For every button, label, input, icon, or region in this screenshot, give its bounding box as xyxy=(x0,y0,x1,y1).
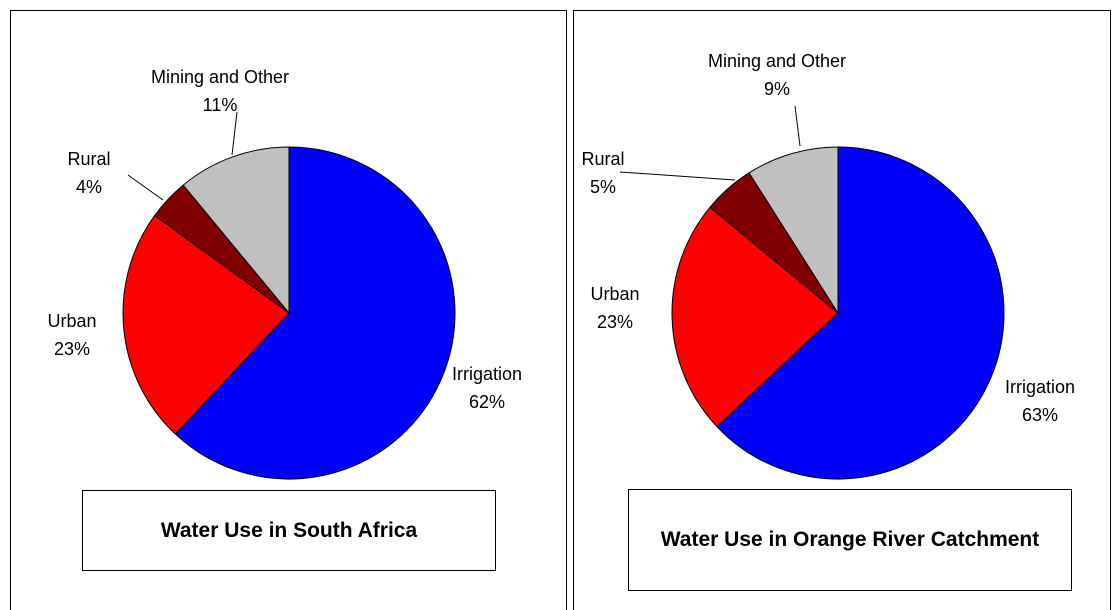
slice-label: Rural xyxy=(67,149,110,169)
chart-title: Water Use in South Africa xyxy=(82,490,496,571)
slice-value-label: 11% xyxy=(203,95,238,115)
leader-line xyxy=(127,174,164,201)
leader-line xyxy=(231,111,238,156)
pie-slice xyxy=(174,146,456,480)
slice-label: Mining and Other xyxy=(151,67,289,87)
leader-line xyxy=(794,105,801,147)
slice-label: Irrigation xyxy=(452,364,522,384)
slice-label: Mining and Other xyxy=(708,51,846,71)
pie-slice xyxy=(182,146,290,315)
slice-label: Rural xyxy=(581,149,624,169)
panel-border xyxy=(10,10,567,610)
slice-value-label: 63% xyxy=(1022,405,1058,425)
slice-label: Irrigation xyxy=(1005,377,1075,397)
pie-slice xyxy=(671,206,839,428)
leader-line xyxy=(619,171,736,181)
panel-border xyxy=(573,10,1111,610)
slice-value-label: 4% xyxy=(76,177,102,197)
pie-slice xyxy=(748,146,839,315)
slice-value-label: 23% xyxy=(597,312,633,332)
slice-value-label: 5% xyxy=(590,177,616,197)
pie-slice xyxy=(122,214,290,435)
slice-value-label: 9% xyxy=(764,79,790,99)
pie-slice xyxy=(716,146,1005,480)
slice-label: Urban xyxy=(47,311,96,331)
slice-label: Urban xyxy=(590,284,639,304)
slice-value-label: 62% xyxy=(469,392,505,412)
slice-value-label: 23% xyxy=(54,339,90,359)
chart-title: Water Use in Orange River Catchment xyxy=(628,489,1072,591)
